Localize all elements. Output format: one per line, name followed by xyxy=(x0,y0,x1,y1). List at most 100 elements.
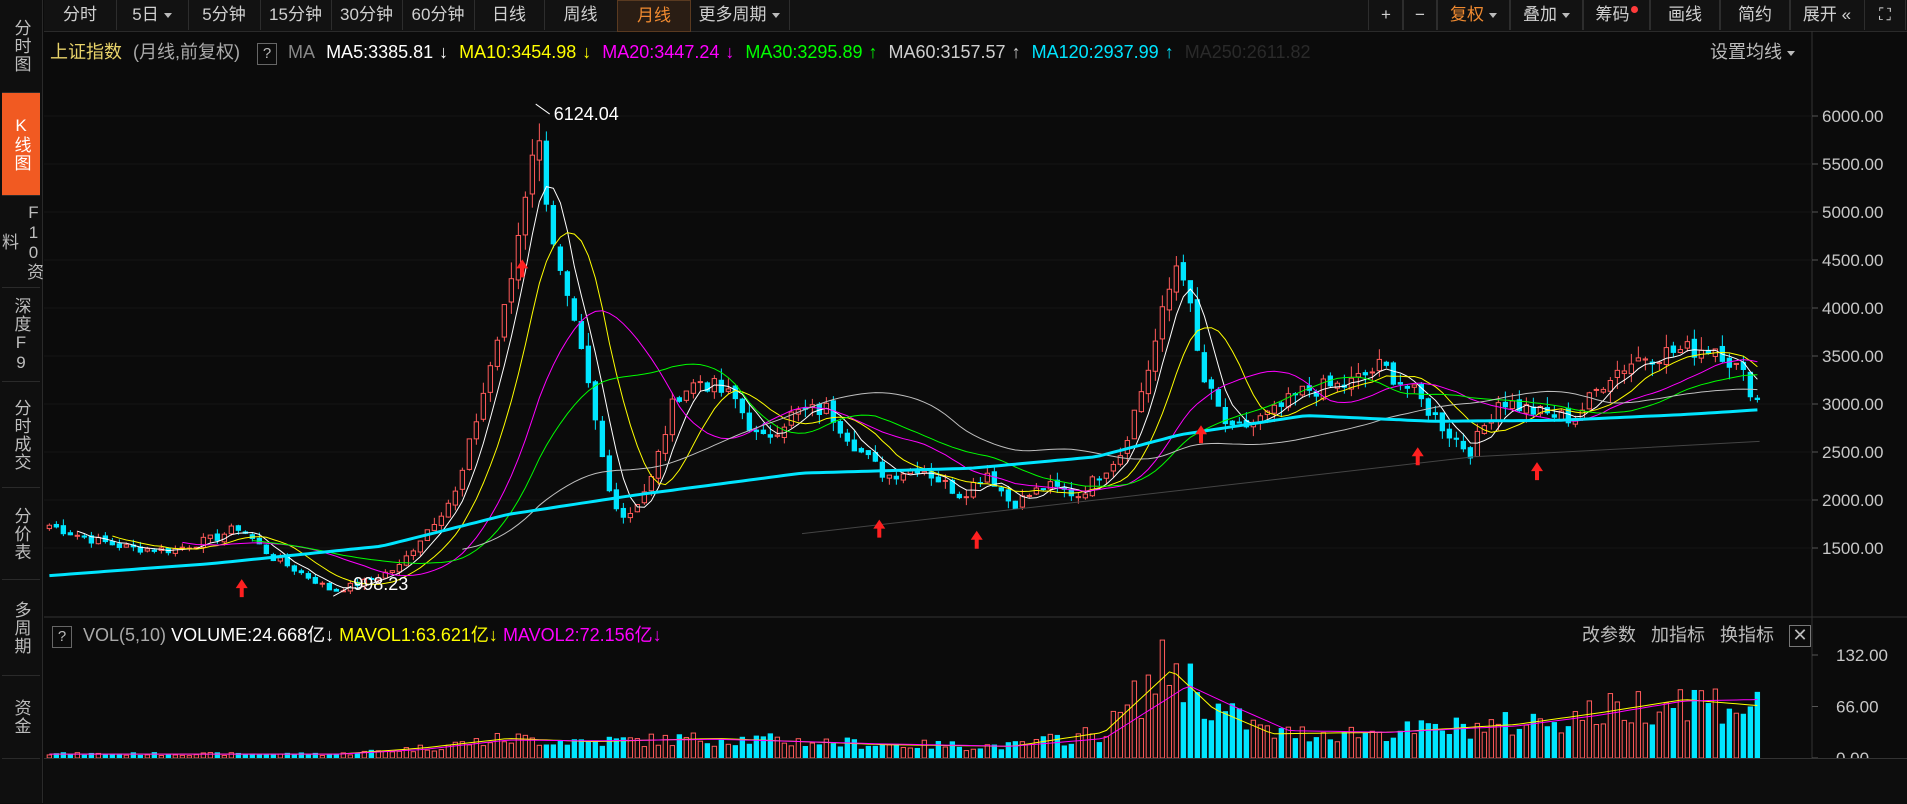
toolbar-right-6[interactable]: 简约 xyxy=(1719,0,1791,30)
volume-bar xyxy=(1544,726,1551,759)
period-tab-8[interactable]: 月线 xyxy=(617,0,691,32)
volume-bar xyxy=(1656,711,1663,759)
period-tab-5[interactable]: 60分钟 xyxy=(402,0,475,30)
fullscreen-icon[interactable]: ⛶ xyxy=(1864,0,1906,30)
volume-bar xyxy=(998,749,1005,759)
period-tab-label: 5分钟 xyxy=(202,5,246,24)
mavol2-arrow-icon: ↓ xyxy=(652,625,662,645)
toolbar-right-2[interactable]: 复权 xyxy=(1436,0,1511,30)
volume-bar xyxy=(725,743,732,759)
volume-bar xyxy=(88,752,95,759)
candle-body xyxy=(74,534,81,537)
candle-body xyxy=(753,429,760,433)
volume-bar xyxy=(1110,710,1117,759)
period-tab-4[interactable]: 30分钟 xyxy=(331,0,403,30)
change-params-button[interactable]: 改参数 xyxy=(1582,625,1636,645)
volume-bar xyxy=(753,735,760,759)
volume-bar xyxy=(1299,726,1306,759)
volume-bar xyxy=(179,754,186,759)
period-tab-3[interactable]: 15分钟 xyxy=(260,0,332,30)
volume-bar xyxy=(1355,737,1362,759)
sidebar-item-6[interactable]: 多周期 xyxy=(2,580,40,676)
sidebar-item-5[interactable]: 分价表 xyxy=(2,488,40,580)
price-tick-label: 3500.00 xyxy=(1822,347,1883,366)
period-tab-label: 分时 xyxy=(63,5,97,24)
volume-bar xyxy=(1040,736,1047,759)
volume-bar xyxy=(466,744,473,759)
candle-body xyxy=(1411,384,1418,388)
volume-bar xyxy=(802,746,809,759)
candle-body xyxy=(1334,382,1341,389)
candle-body xyxy=(1236,421,1243,424)
candle-body xyxy=(788,411,795,426)
candle-body xyxy=(1040,488,1047,491)
volume-bar xyxy=(1481,731,1488,759)
sidebar-item-0[interactable]: 分时图 xyxy=(2,0,40,93)
period-tab-9[interactable]: 更多周期 xyxy=(689,0,790,30)
low-price-label: 998.23 xyxy=(353,574,408,594)
volume-help-button[interactable]: ? xyxy=(52,626,72,648)
candle-body xyxy=(46,524,53,530)
volume-bar xyxy=(879,744,886,759)
volume-bar xyxy=(1327,739,1334,759)
volume-bar xyxy=(1313,737,1320,759)
period-tab-0[interactable]: 分时 xyxy=(44,0,117,30)
volume-bar xyxy=(592,740,599,759)
ma-settings-button[interactable]: 设置均线 xyxy=(1710,38,1795,64)
period-tab-label: 日线 xyxy=(492,5,526,24)
volume-bar xyxy=(347,754,354,759)
add-indicator-button[interactable]: 加指标 xyxy=(1651,625,1706,645)
volume-bar xyxy=(1411,733,1418,759)
period-tab-2[interactable]: 5分钟 xyxy=(188,0,261,30)
volume-bar xyxy=(1341,732,1348,759)
sidebar-item-2[interactable]: F10资料 xyxy=(0,196,43,288)
close-icon[interactable]: ✕ xyxy=(1789,625,1812,647)
period-tab-label: 30分钟 xyxy=(340,5,393,24)
sidebar-item-7[interactable]: 资金 xyxy=(2,676,40,759)
volume-bar xyxy=(1103,736,1110,759)
sidebar-item-3[interactable]: 深度F9 xyxy=(2,288,40,382)
toolbar-right-0[interactable]: + xyxy=(1368,0,1404,30)
volume-bar xyxy=(529,737,536,759)
sidebar-item-4[interactable]: 分时成交 xyxy=(2,382,40,488)
volume-bar xyxy=(487,742,494,759)
period-tab-1[interactable]: 5日 xyxy=(116,0,189,30)
candle-body xyxy=(676,397,683,402)
toolbar-right-1[interactable]: − xyxy=(1402,0,1438,30)
volume-bar xyxy=(515,733,522,759)
volume-bar xyxy=(1726,708,1733,759)
volume-bar xyxy=(690,732,697,759)
candle-body xyxy=(739,398,746,414)
price-tick-label: 4500.00 xyxy=(1822,251,1883,270)
volume-bar xyxy=(1306,741,1313,759)
volume-bar xyxy=(1551,722,1558,759)
candle-body xyxy=(305,573,312,579)
volume-bar xyxy=(1530,713,1537,759)
volume-bar xyxy=(1404,721,1411,759)
volume-bar xyxy=(298,752,305,759)
toolbar-right-3[interactable]: 叠加 xyxy=(1509,0,1584,30)
volume-bar xyxy=(1145,674,1152,759)
notification-dot-icon xyxy=(1630,6,1638,13)
sidebar-item-1[interactable]: K线图 xyxy=(2,93,40,196)
candle-body xyxy=(984,472,991,483)
candle-body xyxy=(634,504,641,513)
period-tab-6[interactable]: 日线 xyxy=(474,0,545,30)
switch-indicator-button[interactable]: 换指标 xyxy=(1720,625,1775,645)
volume-bar xyxy=(1061,745,1068,759)
candle-body xyxy=(228,525,235,535)
mavol1-line xyxy=(49,671,1758,755)
toolbar-right-5[interactable]: 画线 xyxy=(1649,0,1721,30)
volume-bar xyxy=(830,743,837,759)
volume-bar xyxy=(102,754,109,759)
candle-body xyxy=(1285,393,1292,408)
candle-body xyxy=(333,588,340,592)
volume-bar xyxy=(963,750,970,759)
volume-bar xyxy=(1376,731,1383,759)
candle-body xyxy=(1537,405,1544,415)
candle-body xyxy=(851,439,858,452)
help-button[interactable]: ? xyxy=(257,43,278,65)
toolbar-right-4[interactable]: 筹码 xyxy=(1582,0,1651,30)
volume-bar xyxy=(1642,722,1649,759)
